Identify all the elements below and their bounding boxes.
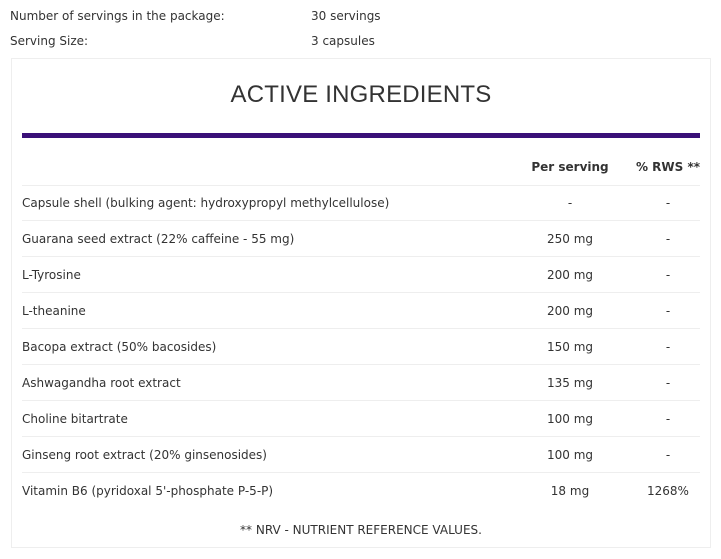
table-row: Guarana seed extract (22% caffeine - 55 …	[22, 221, 700, 257]
table-row: L-theanine 200 mg -	[22, 293, 700, 329]
per-serving-value: 100 mg	[546, 412, 594, 426]
panel-title: ACTIVE INGREDIENTS	[230, 81, 492, 108]
servings-info: Number of servings in the package: 30 se…	[10, 9, 381, 23]
per-serving-value: 150 mg	[546, 340, 594, 354]
per-serving-value: 18 mg	[550, 484, 590, 498]
rws-value: -	[665, 412, 671, 426]
per-serving-value: 250 mg	[546, 232, 594, 246]
ingredient-name: Ginseng root extract (20% ginsenosides)	[22, 448, 267, 462]
table-row: L-Tyrosine 200 mg -	[22, 257, 700, 293]
header-per-serving: Per serving	[531, 160, 609, 174]
per-serving-value: 135 mg	[546, 376, 594, 390]
ingredient-name: Guarana seed extract (22% caffeine - 55 …	[22, 232, 295, 246]
ingredient-name: Capsule shell (bulking agent: hydroxypro…	[22, 196, 390, 210]
table-row: Ginseng root extract (20% ginsenosides) 1…	[22, 437, 700, 473]
servings-label: Number of servings in the package:	[10, 9, 225, 23]
serving-size-value: 3 capsules	[311, 34, 375, 48]
per-serving-value: -	[567, 196, 573, 210]
serving-size-info: Serving Size: 3 capsules	[10, 34, 375, 48]
ingredient-name: Ashwagandha root extract	[22, 376, 181, 390]
ingredients-panel: ACTIVE INGREDIENTS Per serving % RWS ** …	[11, 58, 711, 548]
rws-value: -	[665, 196, 671, 210]
rws-value: -	[665, 376, 671, 390]
table-row: Choline bitartrate 100 mg -	[22, 401, 700, 437]
serving-size-label: Serving Size:	[10, 34, 89, 48]
table-row: Ashwagandha root extract 135 mg -	[22, 365, 700, 401]
rws-value: 1268%	[647, 484, 689, 498]
header-rws: % RWS **	[635, 160, 701, 174]
per-serving-value: 200 mg	[546, 304, 594, 318]
per-serving-value: 200 mg	[546, 268, 594, 282]
table-row: Capsule shell (bulking agent: hydroxypro…	[22, 185, 700, 221]
table-row: Vitamin B6 (pyridoxal 5'-phosphate P-5-P…	[22, 473, 700, 509]
footnote: ** NRV - NUTRIENT REFERENCE VALUES.	[240, 523, 482, 537]
rws-value: -	[665, 448, 671, 462]
rws-value: -	[665, 268, 671, 282]
ingredient-name: Choline bitartrate	[22, 412, 128, 426]
ingredient-name: L-theanine	[22, 304, 86, 318]
accent-divider	[22, 133, 700, 138]
ingredient-name: L-Tyrosine	[22, 268, 81, 282]
table-row: Bacopa extract (50% bacosides) 150 mg -	[22, 329, 700, 365]
rws-value: -	[665, 232, 671, 246]
rws-value: -	[665, 304, 671, 318]
ingredient-name: Vitamin B6 (pyridoxal 5'-phosphate P-5-P…	[22, 484, 274, 498]
table-header: Per serving % RWS **	[22, 157, 700, 186]
rws-value: -	[665, 340, 671, 354]
per-serving-value: 100 mg	[546, 448, 594, 462]
ingredient-name: Bacopa extract (50% bacosides)	[22, 340, 217, 354]
servings-value: 30 servings	[311, 9, 381, 23]
